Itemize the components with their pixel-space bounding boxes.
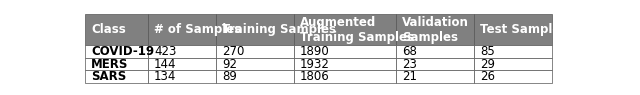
Text: Test Samples: Test Samples	[480, 23, 567, 36]
Text: 1806: 1806	[300, 70, 330, 83]
Bar	[85, 45, 148, 58]
Bar	[474, 45, 552, 58]
Text: # of Samples: # of Samples	[154, 23, 241, 36]
Bar	[294, 58, 396, 70]
Text: MERS: MERS	[91, 58, 128, 71]
Bar	[216, 58, 294, 70]
Text: 21: 21	[402, 70, 417, 83]
Text: 29: 29	[480, 58, 495, 71]
Text: 270: 270	[222, 45, 244, 58]
Text: Augmented
Training Samples: Augmented Training Samples	[300, 16, 414, 44]
Text: SARS: SARS	[91, 70, 126, 83]
Text: 423: 423	[154, 45, 177, 58]
Text: 85: 85	[480, 45, 495, 58]
Text: 92: 92	[222, 58, 237, 71]
Bar	[85, 14, 148, 45]
Bar	[294, 45, 396, 58]
Text: 144: 144	[154, 58, 177, 71]
Text: Validation
Samples: Validation Samples	[402, 16, 469, 44]
Text: 134: 134	[154, 70, 177, 83]
Bar	[474, 70, 552, 83]
Bar	[294, 14, 396, 45]
Bar	[216, 45, 294, 58]
Bar	[396, 14, 474, 45]
Text: Training Samples: Training Samples	[222, 23, 336, 36]
Bar	[148, 45, 216, 58]
Bar	[85, 58, 148, 70]
Text: Class: Class	[91, 23, 125, 36]
Text: 68: 68	[402, 45, 417, 58]
Bar	[216, 70, 294, 83]
Text: 1932: 1932	[300, 58, 330, 71]
Bar	[396, 58, 474, 70]
Text: 89: 89	[222, 70, 237, 83]
Bar	[216, 14, 294, 45]
Bar	[474, 58, 552, 70]
Bar	[396, 45, 474, 58]
Bar	[294, 70, 396, 83]
Bar	[148, 58, 216, 70]
Text: COVID-19: COVID-19	[91, 45, 154, 58]
Text: 26: 26	[480, 70, 495, 83]
Text: 23: 23	[402, 58, 417, 71]
Bar	[148, 70, 216, 83]
Text: 1890: 1890	[300, 45, 330, 58]
Bar	[85, 70, 148, 83]
Bar	[396, 70, 474, 83]
Bar	[474, 14, 552, 45]
Bar	[148, 14, 216, 45]
